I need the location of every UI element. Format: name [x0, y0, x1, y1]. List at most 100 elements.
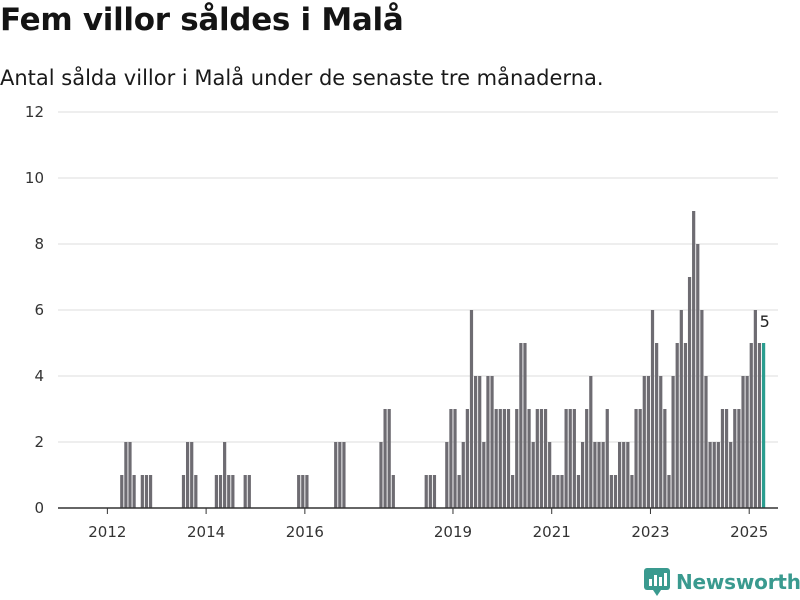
bar — [650, 310, 655, 508]
bar — [379, 442, 383, 508]
bar — [556, 475, 560, 508]
bar — [564, 409, 568, 508]
bar — [601, 442, 605, 508]
bar — [515, 409, 519, 508]
bar — [642, 376, 646, 508]
bar — [605, 409, 609, 508]
x-tick-label: 2021 — [533, 523, 571, 541]
bar — [494, 409, 498, 508]
bar — [453, 409, 457, 508]
bar — [626, 442, 630, 508]
y-tick-label: 0 — [34, 499, 44, 517]
bar — [753, 310, 757, 508]
bar — [148, 475, 153, 508]
bar — [523, 343, 527, 508]
bar — [589, 376, 593, 508]
bar — [634, 409, 638, 508]
bar — [445, 442, 449, 508]
bar — [478, 376, 482, 508]
bar — [428, 475, 432, 508]
bar — [535, 409, 539, 508]
bar — [247, 475, 251, 508]
bar — [387, 409, 391, 508]
bar — [469, 310, 474, 508]
bar — [692, 211, 696, 508]
bar — [667, 475, 671, 508]
bar — [638, 409, 642, 508]
bar — [659, 376, 663, 508]
bar — [223, 442, 227, 508]
bar — [218, 475, 223, 508]
bar — [132, 475, 136, 508]
bar — [342, 442, 346, 508]
bars — [120, 211, 766, 508]
bar — [457, 475, 461, 508]
bar — [461, 442, 465, 508]
bar — [757, 343, 762, 508]
bar — [696, 244, 700, 508]
bar — [708, 442, 712, 508]
bar — [194, 475, 198, 508]
bar — [741, 376, 745, 508]
y-tick-label: 10 — [25, 169, 44, 187]
bar — [124, 442, 128, 508]
bar — [383, 409, 387, 508]
bar — [506, 409, 511, 508]
y-tick-label: 4 — [34, 367, 44, 385]
bar — [498, 409, 502, 508]
bar — [663, 409, 667, 508]
bar — [511, 475, 515, 508]
bar — [190, 442, 194, 508]
bar — [465, 409, 469, 508]
bar — [424, 475, 428, 508]
bar — [519, 343, 523, 508]
bar — [432, 475, 437, 508]
x-tick-label: 2025 — [730, 523, 768, 541]
bar — [630, 475, 634, 508]
brand-logo: Newsworthy — [644, 568, 800, 596]
bar — [449, 409, 453, 508]
bar — [144, 475, 149, 508]
bar — [712, 442, 716, 508]
bar — [243, 475, 247, 508]
bar — [482, 442, 486, 508]
bar — [301, 475, 305, 508]
bar — [733, 409, 737, 508]
bar — [181, 475, 186, 508]
bar — [687, 277, 692, 508]
bar — [745, 376, 749, 508]
bar — [675, 343, 679, 508]
gridlines — [58, 111, 778, 443]
bar — [185, 442, 190, 508]
bar — [597, 442, 601, 508]
x-tick-label: 2014 — [187, 523, 225, 541]
bar — [214, 475, 219, 508]
bar — [683, 343, 688, 508]
bar — [338, 442, 342, 508]
bar — [539, 409, 544, 508]
bar — [548, 442, 552, 508]
bar — [704, 376, 708, 508]
bar — [576, 475, 581, 508]
bar — [617, 442, 622, 508]
y-tick-label: 8 — [34, 235, 44, 253]
bar — [140, 475, 144, 508]
bar — [543, 409, 548, 508]
bar — [486, 376, 490, 508]
bar — [391, 475, 395, 508]
chart-subtitle: Antal sålda villor i Malå under de senas… — [0, 66, 604, 90]
bar — [585, 409, 589, 508]
newsworthy-logo-icon — [644, 568, 670, 596]
bar — [502, 409, 507, 508]
x-tick-label: 2016 — [286, 523, 324, 541]
bar — [716, 442, 720, 508]
x-tick-label: 2012 — [88, 523, 126, 541]
bar — [128, 442, 132, 508]
bar — [720, 409, 725, 508]
bar — [729, 442, 733, 508]
bar — [679, 310, 683, 508]
bar — [655, 343, 659, 508]
axes: 0 2 4 6 8 10 12 2012 2014 2016 2019 2021 2023 2025 5 — [25, 103, 778, 541]
bar — [593, 442, 597, 508]
